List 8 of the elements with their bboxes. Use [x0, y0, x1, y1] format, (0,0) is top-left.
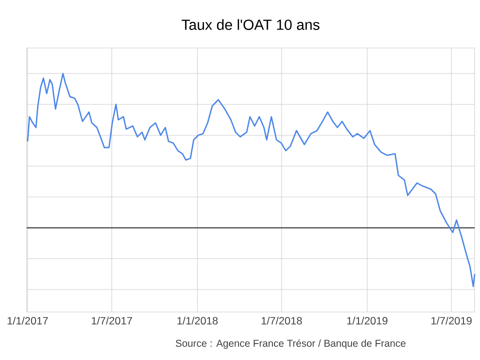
x-tick-label: 1/1/2017	[8, 316, 48, 325]
x-tick-label: 1/7/2019	[431, 316, 472, 325]
x-tick-label: 1/7/2018	[262, 316, 302, 325]
x-tick-label: 1/7/2017	[92, 316, 132, 325]
source-note: Source : Agence France Trésor / Banque de France	[176, 339, 406, 349]
chart-title: Taux de l'OAT 10 ans	[182, 19, 320, 30]
x-tick-label: 1/1/2019	[347, 316, 388, 325]
x-tick-label: 1/1/2018	[177, 316, 218, 325]
